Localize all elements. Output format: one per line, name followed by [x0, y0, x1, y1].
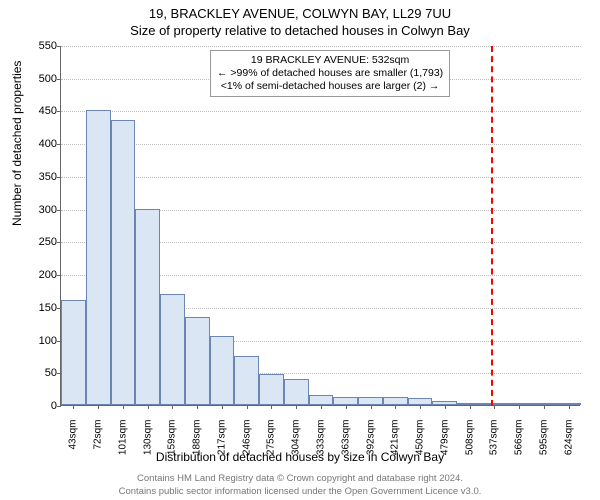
x-tick: [247, 405, 248, 409]
x-tick: [73, 405, 74, 409]
histogram-bar: [333, 397, 358, 405]
y-tick-label: 450: [27, 105, 57, 117]
histogram-bar: [160, 294, 185, 405]
y-tick: [57, 210, 61, 211]
y-tick-label: 50: [27, 367, 57, 379]
grid-line: [61, 46, 581, 47]
x-tick: [395, 405, 396, 409]
title-address: 19, BRACKLEY AVENUE, COLWYN BAY, LL29 7U…: [0, 6, 600, 21]
histogram-bar: [234, 356, 259, 405]
x-tick: [445, 405, 446, 409]
x-tick: [346, 405, 347, 409]
x-tick: [222, 405, 223, 409]
title-block: 19, BRACKLEY AVENUE, COLWYN BAY, LL29 7U…: [0, 0, 600, 38]
annotation-line2: ← >99% of detached houses are smaller (1…: [217, 67, 443, 80]
x-tick: [123, 405, 124, 409]
footer-line2: Contains public sector information licen…: [0, 486, 600, 498]
y-tick-label: 250: [27, 236, 57, 248]
x-tick: [148, 405, 149, 409]
x-tick: [296, 405, 297, 409]
annotation-line1: 19 BRACKLEY AVENUE: 532sqm: [217, 54, 443, 67]
y-tick: [57, 177, 61, 178]
x-tick: [420, 405, 421, 409]
annotation-line3: <1% of semi-detached houses are larger (…: [217, 80, 443, 93]
histogram-bar: [383, 397, 408, 405]
histogram-bar: [135, 209, 160, 405]
footer-attribution: Contains HM Land Registry data © Crown c…: [0, 473, 600, 498]
y-tick-label: 0: [27, 400, 57, 412]
x-tick: [98, 405, 99, 409]
y-tick-label: 350: [27, 171, 57, 183]
y-tick: [57, 111, 61, 112]
reference-line: [491, 46, 493, 406]
y-tick-label: 500: [27, 73, 57, 85]
grid-line: [61, 144, 581, 145]
histogram-bar: [309, 395, 334, 405]
y-axis-title: Number of detached properties: [10, 61, 24, 226]
x-tick: [569, 405, 570, 409]
y-tick: [57, 79, 61, 80]
histogram-bar: [61, 300, 86, 405]
histogram-bar: [111, 120, 136, 405]
x-tick: [371, 405, 372, 409]
x-axis-title: Distribution of detached houses by size …: [0, 450, 600, 464]
y-tick: [57, 275, 61, 276]
y-tick-label: 400: [27, 138, 57, 150]
y-tick: [57, 406, 61, 407]
title-subtitle: Size of property relative to detached ho…: [0, 23, 600, 38]
x-tick: [271, 405, 272, 409]
grid-line: [61, 111, 581, 112]
plot-region: 05010015020025030035040045050055043sqm72…: [60, 46, 580, 406]
histogram-bar: [185, 317, 210, 405]
x-tick: [197, 405, 198, 409]
y-tick-label: 150: [27, 302, 57, 314]
annotation-box: 19 BRACKLEY AVENUE: 532sqm ← >99% of det…: [210, 50, 450, 97]
y-tick-label: 300: [27, 204, 57, 216]
y-tick-label: 550: [27, 40, 57, 52]
x-tick: [470, 405, 471, 409]
grid-line: [61, 177, 581, 178]
histogram-bar: [284, 379, 309, 405]
histogram-bar: [210, 336, 235, 405]
y-tick: [57, 144, 61, 145]
x-tick: [494, 405, 495, 409]
x-tick: [172, 405, 173, 409]
x-tick: [544, 405, 545, 409]
histogram-bar: [86, 110, 111, 405]
x-tick: [321, 405, 322, 409]
y-tick: [57, 46, 61, 47]
histogram-bar: [358, 397, 383, 405]
chart-container: 19, BRACKLEY AVENUE, COLWYN BAY, LL29 7U…: [0, 0, 600, 500]
y-tick-label: 100: [27, 335, 57, 347]
chart-area: 05010015020025030035040045050055043sqm72…: [60, 46, 580, 406]
y-tick-label: 200: [27, 269, 57, 281]
footer-line1: Contains HM Land Registry data © Crown c…: [0, 473, 600, 485]
histogram-bar: [259, 374, 284, 405]
x-tick: [519, 405, 520, 409]
y-tick: [57, 242, 61, 243]
